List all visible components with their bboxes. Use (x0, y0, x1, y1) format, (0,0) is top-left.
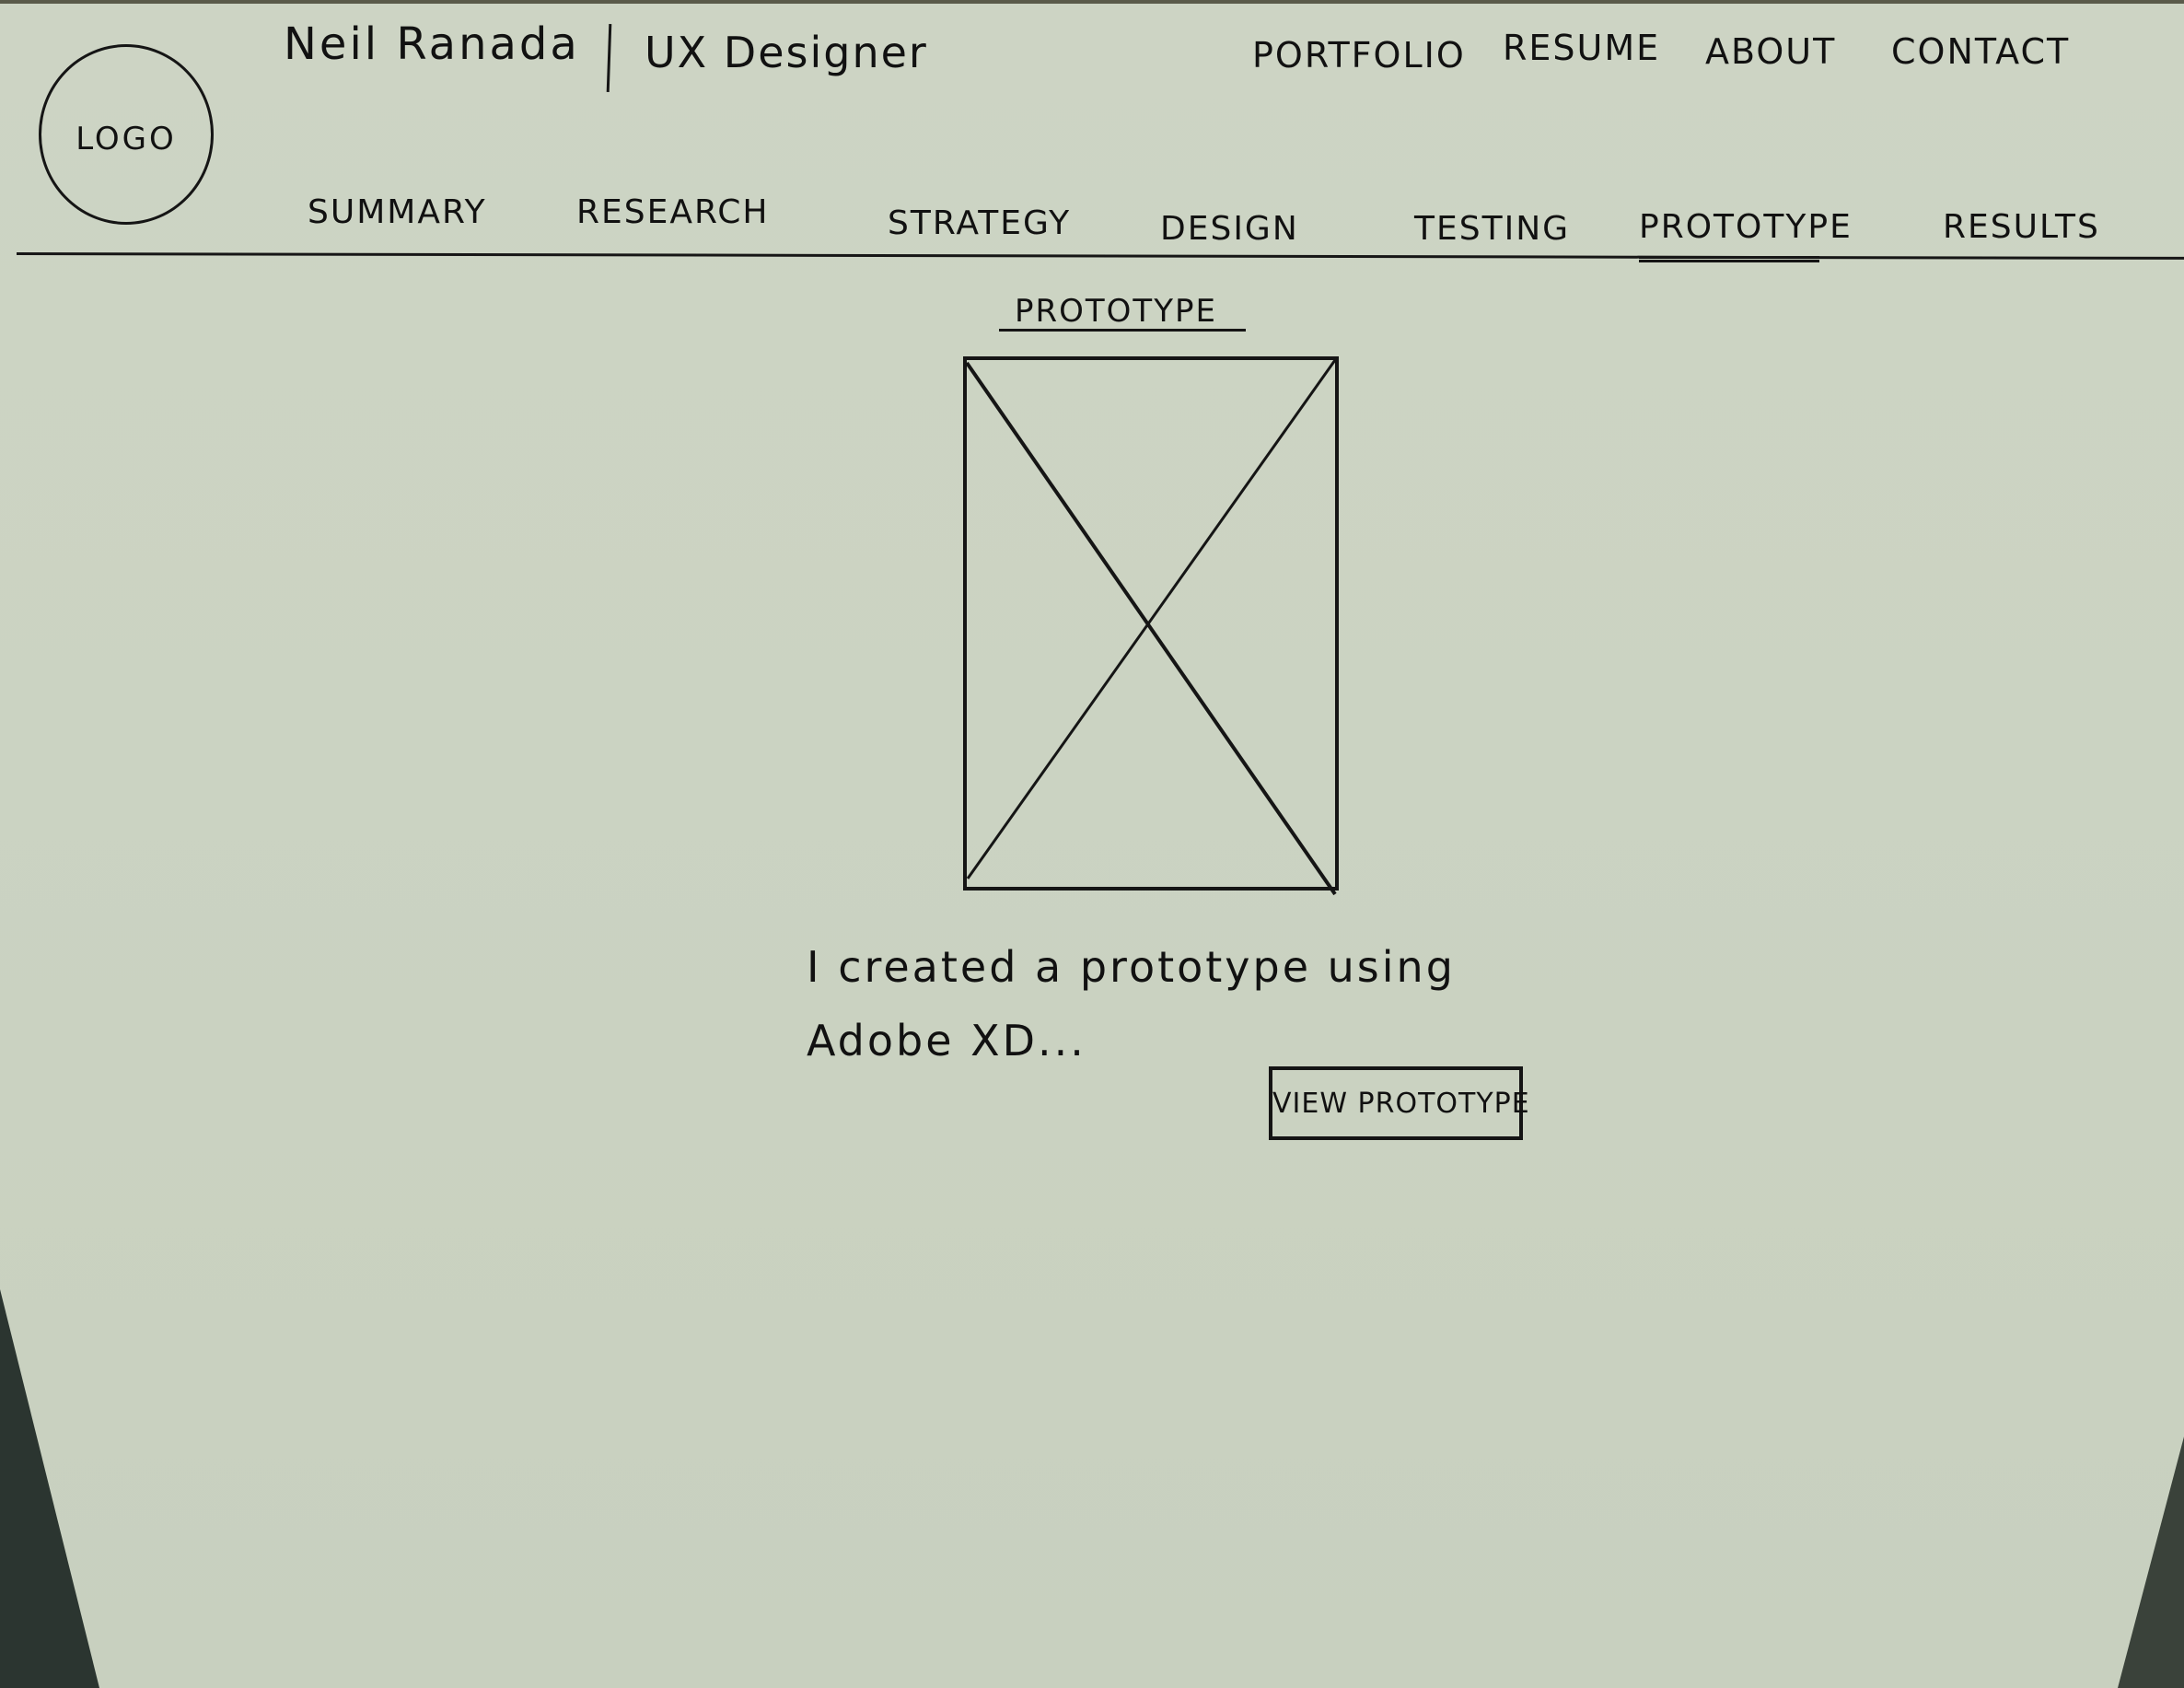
tab-testing[interactable]: TESTING (1414, 210, 1571, 248)
view-prototype-button[interactable]: VIEW PROTOTYPE (1269, 1066, 1529, 1140)
section-title-underline (999, 329, 1246, 332)
logo[interactable]: LOGO (39, 44, 214, 225)
nav-portfolio[interactable]: PORTFOLIO (1252, 35, 1466, 76)
nav-about[interactable]: ABOUT (1705, 31, 1837, 72)
tab-design[interactable]: DESIGN (1160, 210, 1299, 248)
tab-strategy[interactable]: STRATEGY (888, 204, 1072, 242)
logo-label: LOGO (76, 121, 177, 157)
brand-name[interactable]: Neil Ranada (284, 18, 580, 70)
prototype-description: I created a prototype using Adobe XD... (807, 942, 1456, 1065)
tab-summary[interactable]: SUMMARY (308, 193, 487, 231)
prototype-image-placeholder (963, 356, 1339, 896)
nav-contact[interactable]: CONTACT (1891, 31, 2071, 72)
tab-results[interactable]: RESULTS (1943, 208, 2100, 246)
section-title: PROTOTYPE (1015, 293, 1217, 330)
brand-role: UX Designer (645, 28, 928, 77)
tab-research[interactable]: RESEARCH (576, 193, 770, 231)
tab-prototype[interactable]: PROTOTYPE (1639, 208, 1853, 246)
nav-resume[interactable]: RESUME (1503, 28, 1661, 68)
